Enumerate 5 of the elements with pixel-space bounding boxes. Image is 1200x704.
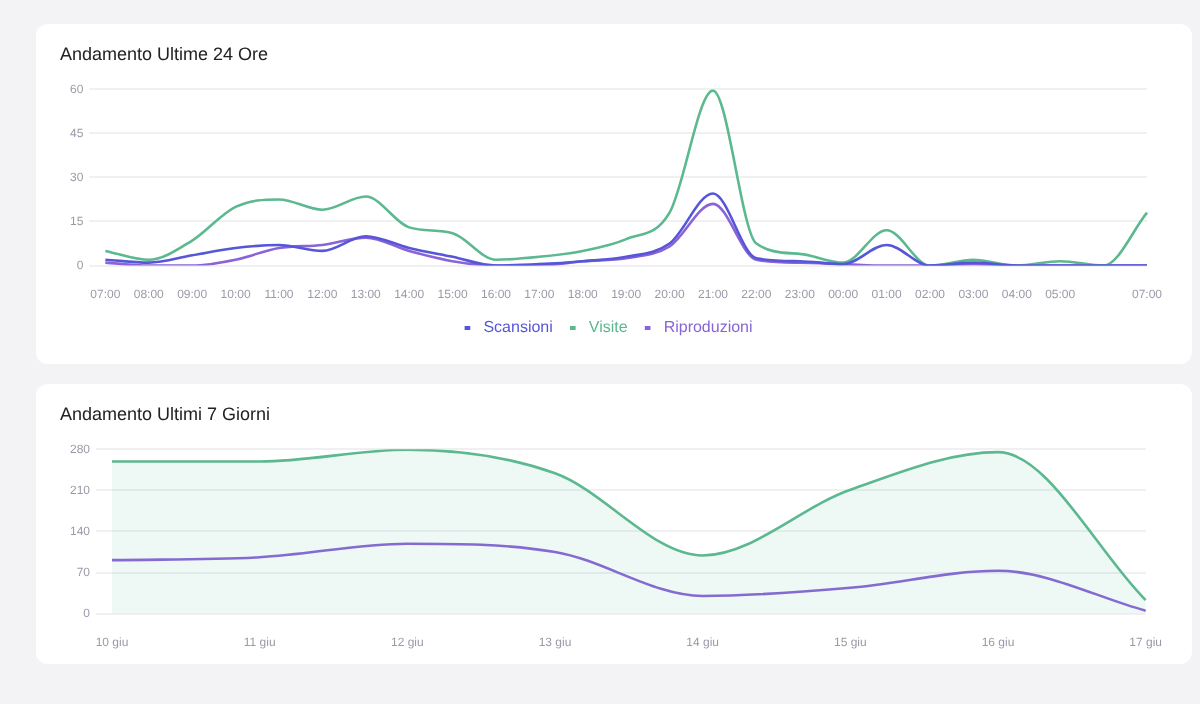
- legend-label: Scansioni: [483, 318, 554, 337]
- chart-title: Andamento Ultime 24 Ore: [60, 44, 271, 64]
- legend-label: Visite: [588, 318, 629, 337]
- legend-label: Riproduzioni: [663, 318, 754, 337]
- chart-title: Andamento Ultimi 7 Giorni: [60, 404, 273, 424]
